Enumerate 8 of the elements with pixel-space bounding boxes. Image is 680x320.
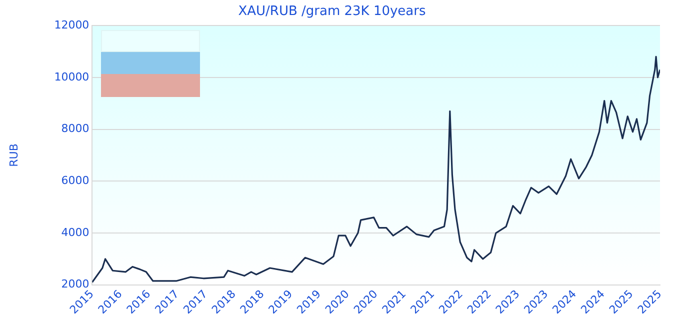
y-tick-label: 4000 bbox=[61, 226, 90, 239]
chart-title: XAU/RUB /gram 23K 10years bbox=[238, 4, 426, 20]
y-tick-label: 8000 bbox=[61, 122, 90, 136]
y-tick-label: 6000 bbox=[61, 174, 90, 188]
y-tick-label: 12000 bbox=[54, 18, 90, 32]
y-tick-label: 2000 bbox=[61, 278, 90, 291]
y-tick-label: 10000 bbox=[54, 70, 90, 84]
y-axis-title: RUB bbox=[7, 144, 20, 167]
